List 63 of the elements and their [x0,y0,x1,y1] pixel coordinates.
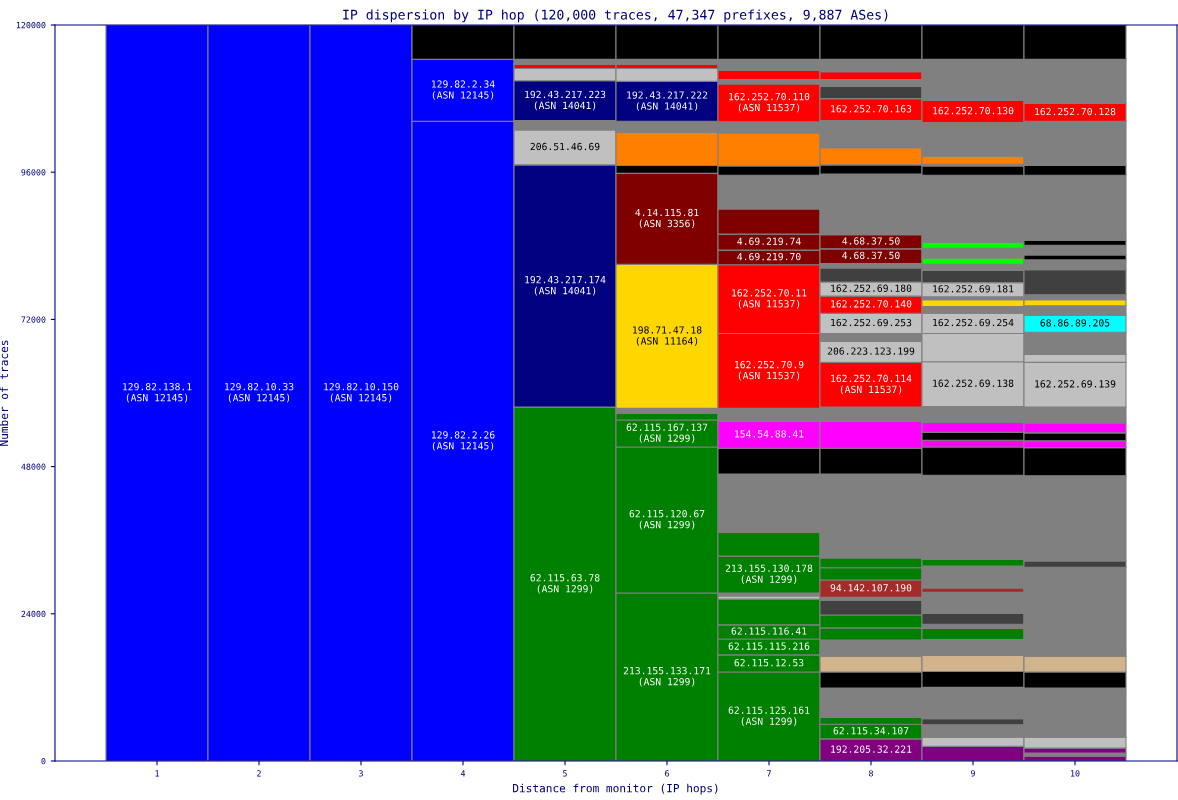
series-label: 4.69.219.74 [737,237,801,245]
y-tick-label: 24000 [21,610,46,618]
series-label: 4.68.37.50 [842,251,900,260]
series-label: 129.82.2.34 (ASN 12145) [431,80,495,100]
series-label: 94.142.107.190 [830,584,912,592]
y-tick-label: 48000 [21,463,46,470]
y-tick-label: 72000 [21,316,46,323]
series-label: 162.252.69.253 [831,318,912,327]
chart-title: IP dispersion by IP hop (120,000 traces, 47,347 prefixes, 9,887 ASes) [343,9,888,23]
series-label: 162.252.69.138 [933,379,1014,387]
series-label: 162.252.70.130 [933,106,1014,115]
series-label: 162.252.70.110 (ASN 11537) [729,92,810,113]
series-label: 213.155.133.171 (ASN 1299) [623,666,711,687]
series-label: 192.205.32.221 [831,745,912,753]
x-tick-label: 10 [1070,770,1080,777]
x-tick-label: 1 [155,770,159,777]
series-label: 162.252.70.140 [831,300,912,308]
y-axis-title: Number of traces [0,340,9,446]
series-label: 62.115.120.67 (ASN 1299) [629,509,705,530]
series-label: 129.82.10.150 (ASN 12145) [324,383,399,403]
series-label: 192.43.217.222 (ASN 14041) [627,91,708,111]
series-label: 62.115.115.216 [728,642,810,650]
series-label: 129.82.10.33 (ASN 12145) [225,383,294,403]
series-label: 206.223.123.199 [827,347,915,355]
series-label: 62.115.116.41 [731,627,807,635]
series-label: 62.115.167.137 (ASN 1299) [626,423,708,443]
series-label: 162.252.70.114 (ASN 11537) [831,374,912,395]
series-label: 62.115.125.161 (ASN 1299) [728,706,810,726]
series-label: 192.43.217.174 (ASN 14041) [525,275,606,296]
y-tick-label: 120000 [16,22,46,29]
series-label: 162.252.70.163 [831,105,912,113]
series-label: 192.43.217.223 (ASN 14041) [525,90,606,111]
series-label: 162.252.69.180 [831,284,912,292]
series-label: 62.115.63.78 (ASN 1299) [530,574,600,594]
x-tick-label: 8 [869,770,873,777]
series-label: 198.71.47.18 (ASN 11164) [633,326,702,346]
x-tick-label: 9 [971,770,975,777]
x-tick-label: 2 [257,770,261,777]
series-label: 68.86.89.205 [1040,319,1110,327]
series-label: 206.51.46.69 [530,142,600,151]
series-label: 162.252.70.11 (ASN 11537) [732,289,807,309]
series-label: 162.252.69.139 [1035,380,1116,388]
series-label: 62.115.34.107 [833,727,909,735]
series-label: 129.82.2.26 (ASN 12145) [431,431,495,451]
series-label: 4.68.37.50 [842,237,900,245]
series-label: 162.252.70.9 (ASN 11537) [735,360,804,381]
x-tick-label: 3 [359,770,363,777]
series-label: 162.252.70.128 [1035,107,1116,116]
y-tick-label: 96000 [21,169,46,176]
series-label: 213.155.130.178 (ASN 1299) [725,564,813,585]
x-tick-label: 7 [767,770,771,777]
series-label: 162.252.69.181 [933,285,1014,293]
y-tick-label: 0 [41,758,46,765]
x-tick-label: 4 [460,770,466,777]
series-label: 4.14.115.81 (ASN 3356) [635,208,699,229]
x-axis-title: Distance from monitor (IP hops) [513,783,718,795]
series-label: 162.252.69.254 [933,318,1014,327]
x-tick-label: 5 [563,770,567,777]
series-label: 62.115.12.53 [734,658,804,667]
x-tick-label: 6 [665,770,669,777]
series-label: 4.69.219.70 [737,252,801,261]
series-label: 129.82.138.1 (ASN 12145) [123,383,192,403]
series-label: 154.54.88.41 [735,430,804,438]
